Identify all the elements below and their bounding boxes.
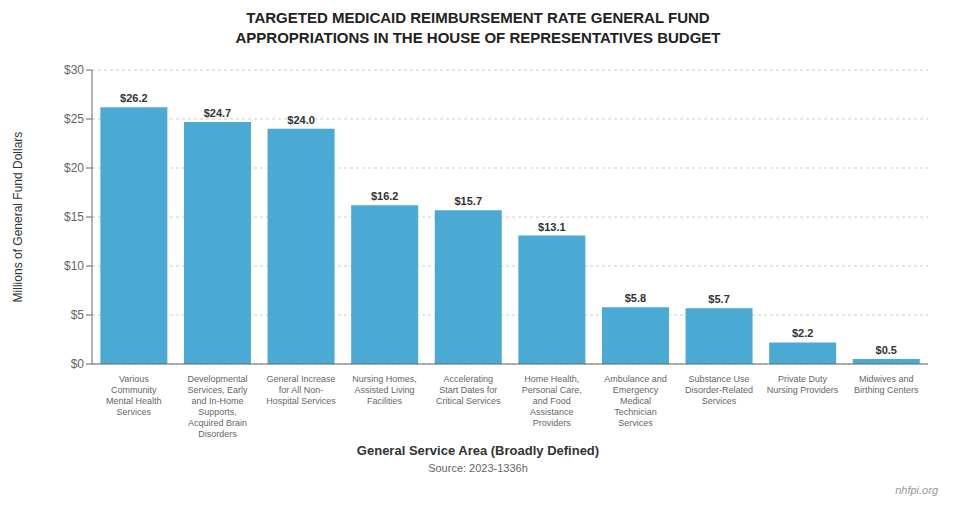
svg-text:$2.2: $2.2 bbox=[792, 327, 813, 339]
svg-text:$16.2: $16.2 bbox=[371, 190, 399, 202]
svg-text:Ambulance andEmergencyMedicalT: Ambulance andEmergencyMedicalTechnicianS… bbox=[604, 374, 667, 428]
svg-text:$20: $20 bbox=[64, 161, 84, 175]
svg-text:General Increasefor All Non-Ho: General Increasefor All Non-Hospital Ser… bbox=[266, 374, 336, 406]
svg-text:Substance UseDisorder-RelatedS: Substance UseDisorder-RelatedServices bbox=[685, 374, 753, 406]
html-text:TARGETED MEDICAID REIMBURSEMEN: TARGETED MEDICAID REIMBURSEMENT RATE GEN… bbox=[246, 9, 710, 26]
svg-text:Home Health,Personal Care,and: Home Health,Personal Care,and FoodAssist… bbox=[522, 374, 582, 428]
html-text:nhfpi.org: nhfpi.org bbox=[895, 484, 938, 496]
svg-text:$24.0: $24.0 bbox=[287, 114, 315, 126]
svg-text:$25: $25 bbox=[64, 112, 84, 126]
svg-text:$30: $30 bbox=[64, 63, 84, 77]
html-text:Source: 2023-1336h: Source: 2023-1336h bbox=[428, 462, 528, 474]
svg-text:$26.2: $26.2 bbox=[120, 92, 148, 104]
svg-text:$24.7: $24.7 bbox=[204, 107, 232, 119]
html-text:APPROPRIATIONS IN THE HOUSE OF: APPROPRIATIONS IN THE HOUSE OF REPRESENT… bbox=[235, 29, 721, 46]
svg-text:$15.7: $15.7 bbox=[454, 195, 482, 207]
svg-text:$5.7: $5.7 bbox=[708, 293, 729, 305]
svg-text:Nursing Homes,Assisted LivingF: Nursing Homes,Assisted LivingFacilities bbox=[352, 374, 417, 406]
svg-text:Millions of General Fund Dolla: Millions of General Fund Dollars bbox=[11, 132, 25, 303]
svg-text:Midwives andBirthing Centers: Midwives andBirthing Centers bbox=[854, 374, 919, 395]
html-text:General Service Area (Broadly: General Service Area (Broadly Defined) bbox=[356, 443, 600, 458]
svg-text:$5.8: $5.8 bbox=[625, 292, 646, 304]
svg-text:DevelopmentalServices, Earlyan: DevelopmentalServices, Earlyand In-HomeS… bbox=[187, 374, 248, 438]
svg-text:Private DutyNursing Providers: Private DutyNursing Providers bbox=[767, 374, 839, 395]
svg-text:$10: $10 bbox=[64, 259, 84, 273]
svg-text:$13.1: $13.1 bbox=[538, 221, 566, 233]
svg-text:$0: $0 bbox=[71, 357, 85, 371]
svg-text:$0.5: $0.5 bbox=[876, 344, 897, 356]
svg-text:VariousCommunityMental HealthS: VariousCommunityMental HealthServices bbox=[106, 374, 162, 417]
svg-text:$15: $15 bbox=[64, 210, 84, 224]
svg-text:AcceleratingStart Dates forCri: AcceleratingStart Dates forCritical Serv… bbox=[436, 374, 501, 406]
svg-text:$5: $5 bbox=[71, 308, 85, 322]
